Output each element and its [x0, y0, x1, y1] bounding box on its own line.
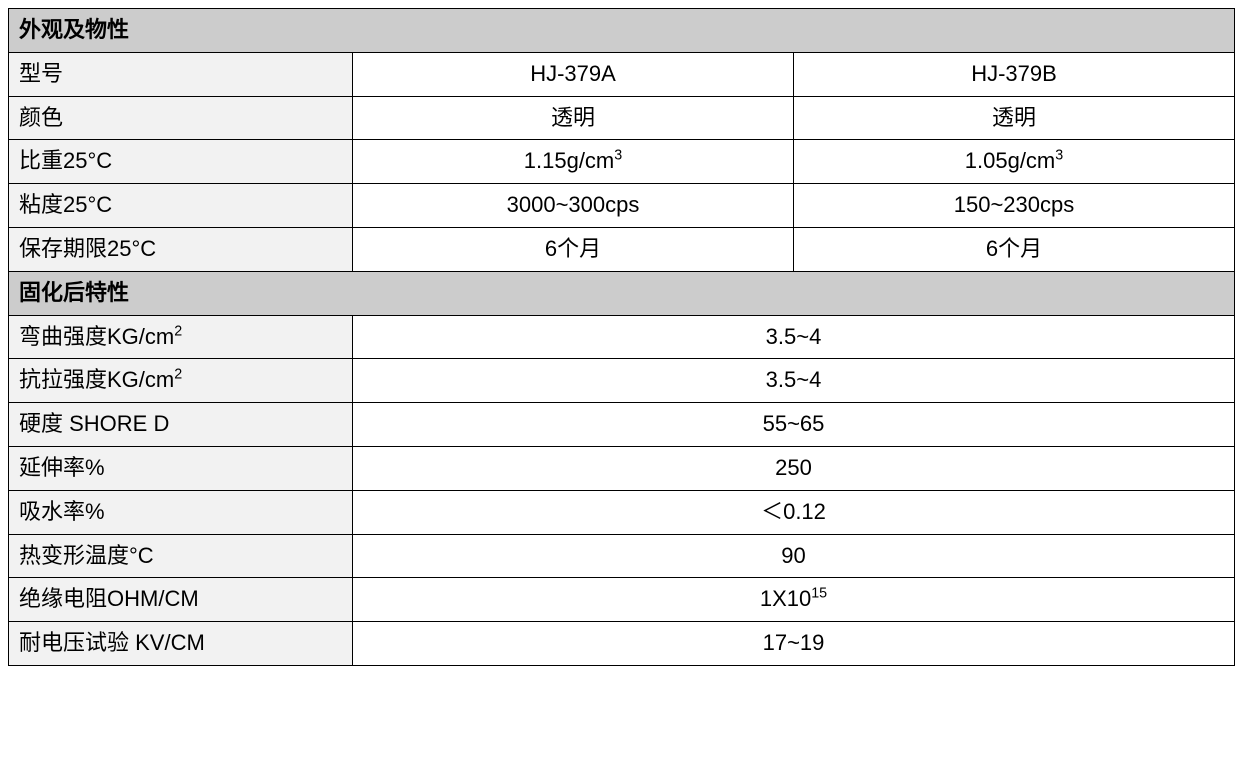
cell-text: 3.5~4: [766, 324, 822, 349]
cell-text: 耐电压试验 KV/CM: [19, 630, 205, 655]
cell-text: 延伸率%: [19, 455, 105, 480]
properties-table: 外观及物性型号 HJ-379A HJ-379B 颜色 透明 透明比重25°C 1.15g/c…: [8, 8, 1235, 666]
cell-text: 硬度 SHORE D: [19, 411, 169, 436]
cell-text: 90: [781, 543, 805, 568]
cell-text: 6个月: [545, 236, 601, 261]
cell-sup: 15: [811, 586, 827, 602]
table-row: 延伸率% 250: [9, 446, 1235, 490]
cell-text: 17~19: [763, 630, 825, 655]
row-value-a: 透明: [353, 96, 794, 140]
row-label: 绝缘电阻OHM/CM: [9, 578, 353, 622]
cell-text: 型号: [19, 61, 63, 86]
table-row: 绝缘电阻OHM/CM 1X1015: [9, 578, 1235, 622]
row-value-a: 6个月: [353, 227, 794, 271]
cell-text: 保存期限25°C: [19, 236, 156, 261]
table-row: 热变形温度°C 90: [9, 534, 1235, 578]
row-value: 250: [353, 446, 1235, 490]
table-row: 弯曲强度KG/cm2 3.5~4: [9, 315, 1235, 359]
row-value: ＜0.12: [353, 490, 1235, 534]
cell-text: ＜0.12: [761, 499, 826, 524]
cell-text: 250: [775, 455, 812, 480]
table-row: 比重25°C1.15g/cm31.05g/cm3: [9, 140, 1235, 184]
row-value-b: 6个月: [794, 227, 1235, 271]
table-row: 颜色 透明 透明: [9, 96, 1235, 140]
row-value-b: 透明: [794, 96, 1235, 140]
cell-text: 150~230cps: [954, 192, 1075, 217]
section2-title: 固化后特性: [9, 271, 1235, 315]
cell-text: 透明: [992, 105, 1036, 130]
cell-sup: 2: [174, 367, 182, 383]
table-row: 型号 HJ-379A HJ-379B: [9, 52, 1235, 96]
row-value: 55~65: [353, 403, 1235, 447]
section1-title: 外观及物性: [9, 9, 1235, 53]
row-value-b: 150~230cps: [794, 184, 1235, 228]
table-row: 耐电压试验 KV/CM 17~19: [9, 622, 1235, 666]
cell-text: 热变形温度°C: [19, 543, 154, 568]
row-label: 抗拉强度KG/cm2: [9, 359, 353, 403]
row-label: 比重25°C: [9, 140, 353, 184]
cell-text: 6个月: [986, 236, 1042, 261]
cell-text: 比重25°C: [19, 148, 112, 173]
row-label: 颜色: [9, 96, 353, 140]
cell-text: 1X10: [760, 586, 811, 611]
cell-text: HJ-379B: [971, 61, 1057, 86]
row-label: 保存期限25°C: [9, 227, 353, 271]
row-label: 延伸率%: [9, 446, 353, 490]
row-label: 弯曲强度KG/cm2: [9, 315, 353, 359]
row-value: 3.5~4: [353, 359, 1235, 403]
cell-sup: 3: [614, 148, 622, 164]
cell-text: 抗拉强度KG/cm: [19, 367, 174, 392]
cell-sup: 2: [174, 323, 182, 339]
section-header-row: 固化后特性: [9, 271, 1235, 315]
row-value-b: 1.05g/cm3: [794, 140, 1235, 184]
cell-text: 吸水率%: [19, 499, 105, 524]
cell-text: 绝缘电阻OHM/CM: [19, 586, 199, 611]
row-value-a: 3000~300cps: [353, 184, 794, 228]
row-value-a: 1.15g/cm3: [353, 140, 794, 184]
row-value: 3.5~4: [353, 315, 1235, 359]
cell-text: 透明: [551, 105, 595, 130]
row-label: 吸水率%: [9, 490, 353, 534]
table-row: 粘度25°C 3000~300cps 150~230cps: [9, 184, 1235, 228]
row-value-b: HJ-379B: [794, 52, 1235, 96]
table-row: 吸水率% ＜0.12: [9, 490, 1235, 534]
cell-text: 1.05g/cm: [965, 148, 1056, 173]
cell-text: HJ-379A: [530, 61, 616, 86]
row-label: 粘度25°C: [9, 184, 353, 228]
row-label: 热变形温度°C: [9, 534, 353, 578]
row-value: 90: [353, 534, 1235, 578]
row-value: 17~19: [353, 622, 1235, 666]
cell-text: 颜色: [19, 105, 63, 130]
row-label: 型号: [9, 52, 353, 96]
cell-text: 粘度25°C: [19, 192, 112, 217]
cell-sup: 3: [1055, 148, 1063, 164]
cell-text: 3000~300cps: [507, 192, 640, 217]
row-value-a: HJ-379A: [353, 52, 794, 96]
cell-text: 弯曲强度KG/cm: [19, 324, 174, 349]
table-row: 保存期限25°C 6个月 6个月: [9, 227, 1235, 271]
row-value: 1X1015: [353, 578, 1235, 622]
cell-text: 55~65: [763, 411, 825, 436]
table-row: 抗拉强度KG/cm2 3.5~4: [9, 359, 1235, 403]
cell-text: 3.5~4: [766, 367, 822, 392]
section-header-row: 外观及物性: [9, 9, 1235, 53]
row-label: 耐电压试验 KV/CM: [9, 622, 353, 666]
row-label: 硬度 SHORE D: [9, 403, 353, 447]
table-row: 硬度 SHORE D 55~65: [9, 403, 1235, 447]
cell-text: 1.15g/cm: [524, 148, 615, 173]
